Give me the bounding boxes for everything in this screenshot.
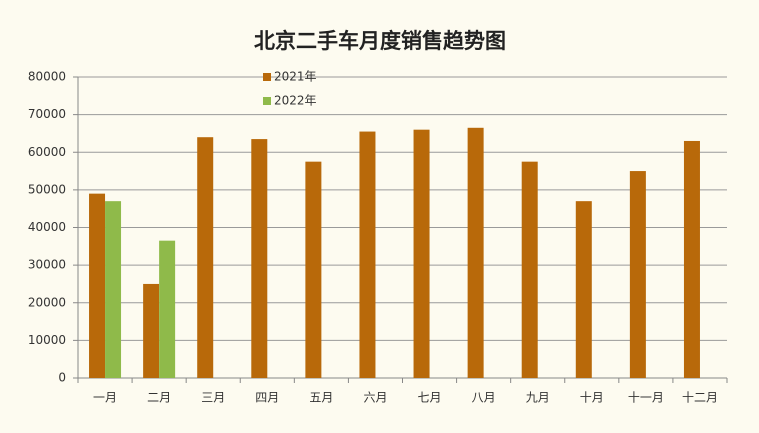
y-tick-label: 70000: [28, 107, 66, 121]
bar: [521, 161, 538, 378]
bar: [629, 171, 646, 378]
y-tick-label: 10000: [28, 333, 66, 347]
x-tick-label: 三月: [201, 391, 225, 405]
x-tick-label: 十月: [580, 391, 604, 405]
y-tick-label: 0: [58, 371, 66, 385]
y-tick-label: 50000: [28, 182, 66, 196]
y-tick-label: 20000: [28, 295, 66, 309]
x-tick-label: 五月: [309, 391, 333, 405]
x-tick-label: 十二月: [682, 391, 718, 405]
bar: [251, 139, 268, 378]
y-tick-label: 30000: [28, 258, 66, 272]
legend-swatch: [263, 97, 271, 105]
bar: [143, 283, 160, 378]
y-tick-label: 80000: [28, 70, 66, 84]
bar: [359, 131, 376, 378]
bar: [305, 161, 322, 378]
y-tick-label: 40000: [28, 220, 66, 234]
bar: [197, 137, 214, 378]
x-tick-label: 十一月: [628, 391, 664, 405]
chart-title: 北京二手车月度销售趋势图: [254, 29, 506, 53]
bar: [159, 240, 176, 378]
bar: [89, 193, 106, 378]
x-tick-label: 八月: [472, 391, 496, 405]
x-tick-label: 四月: [255, 391, 279, 405]
legend-swatch: [263, 73, 271, 81]
bar: [105, 201, 122, 378]
legend-label: 2021年: [274, 70, 317, 84]
x-tick-label: 七月: [418, 391, 442, 405]
bar: [575, 201, 592, 378]
x-tick-label: 一月: [93, 391, 117, 405]
legend-label: 2022年: [274, 94, 317, 108]
x-tick-label: 九月: [526, 391, 550, 405]
x-tick-label: 二月: [147, 391, 171, 405]
bar: [413, 129, 430, 378]
y-tick-label: 60000: [28, 145, 66, 159]
bar: [467, 127, 484, 378]
bar: [683, 140, 700, 378]
x-tick-label: 六月: [363, 391, 387, 405]
